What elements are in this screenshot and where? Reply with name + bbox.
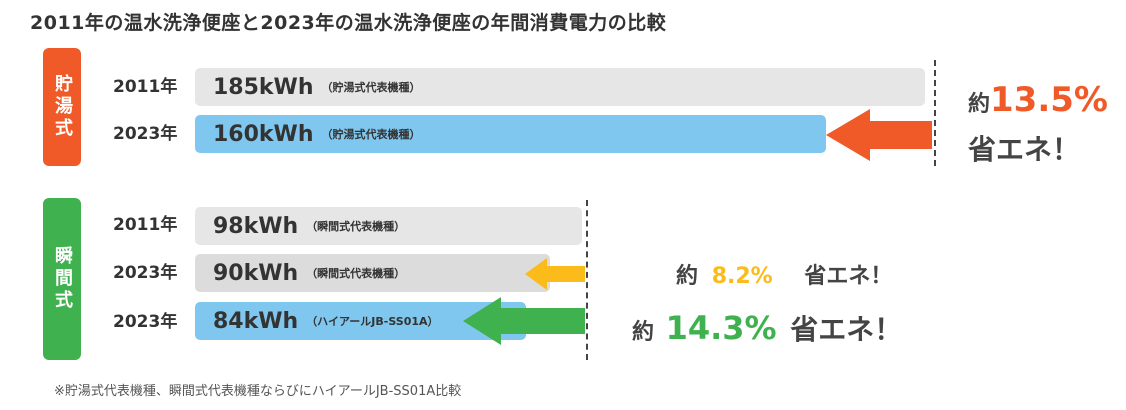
reference-dashed-line-instant (586, 200, 588, 360)
arrow-left-icon-yellow (525, 258, 585, 290)
bar-value-label: 98kWh (213, 213, 299, 239)
row-year-label: 2023年 (113, 263, 178, 283)
bar-note: （瞬間式代表機種） (306, 267, 406, 280)
saving-storage: 約13.5% (968, 80, 1108, 120)
group-tag-instant-label: 瞬間式 (52, 246, 73, 312)
bar-instant-2011: 98kWh （瞬間式代表機種） (195, 207, 582, 245)
saving-prefix: 約 (968, 92, 991, 117)
saving-value: 14.3% (665, 309, 777, 347)
bar-storage-2023: 160kWh （貯湯式代表機種） (195, 115, 827, 153)
saving-prefix: 約 (676, 264, 699, 289)
bar-value-label: 84kWh (213, 308, 299, 334)
arrow-shape (525, 258, 585, 290)
saving-instant-a: 約 8.2% 省エネ！ (676, 258, 892, 290)
bar-storage-2011: 185kWh （貯湯式代表機種） (195, 68, 925, 106)
arrow-shape (826, 109, 932, 161)
row-year-label: 2011年 (113, 77, 178, 97)
reference-dashed-line-storage (934, 60, 936, 166)
saving-value: 13.5% (990, 80, 1108, 120)
saving-prefix: 約 (632, 320, 655, 345)
saving-storage-suffix: 省エネ！ (968, 133, 1081, 166)
footnote: ※貯湯式代表機種、瞬間式代表機種ならびにハイアールJB-SS01A比較 (54, 384, 462, 399)
arrow-left-icon-green (463, 297, 585, 345)
row-year-label: 2011年 (113, 215, 178, 235)
saving-suffix: 省エネ！ (790, 313, 903, 346)
arrow-left-icon-orange (826, 109, 932, 161)
group-tag-storage-label: 貯湯式 (52, 74, 73, 140)
saving-suffix: 省エネ！ (804, 264, 893, 289)
bar-note: （ハイアールJB-SS01A） (306, 315, 439, 328)
row-year-label: 2023年 (113, 124, 178, 144)
saving-instant-b: 約 14.3% 省エネ！ (632, 308, 902, 348)
bar-value-label: 160kWh (213, 121, 314, 147)
saving-value: 8.2% (711, 264, 773, 289)
bar-value-label: 185kWh (213, 74, 314, 100)
arrow-shape (463, 297, 585, 345)
row-year-label: 2023年 (113, 312, 178, 332)
group-tag-instant: 瞬間式 (43, 198, 81, 360)
bar-note: （貯湯式代表機種） (321, 128, 421, 141)
bar-instant-2023: 90kWh （瞬間式代表機種） (195, 254, 551, 292)
group-tag-storage: 貯湯式 (43, 48, 81, 166)
bar-value-label: 90kWh (213, 260, 299, 286)
bar-note: （貯湯式代表機種） (321, 81, 421, 94)
chart-title: 2011年の温水洗浄便座と2023年の温水洗浄便座の年間消費電力の比較 (30, 12, 667, 34)
bar-note: （瞬間式代表機種） (306, 220, 406, 233)
